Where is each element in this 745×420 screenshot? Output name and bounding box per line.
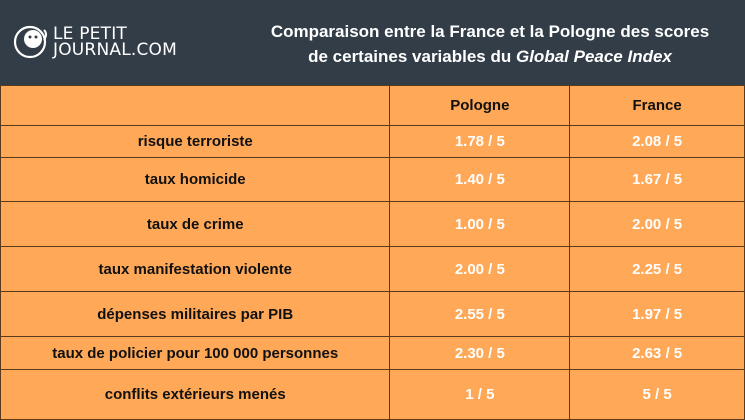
table-row: dépenses militaires par PIB 2.55 / 5 1.97 … bbox=[0, 291, 745, 337]
table-row: taux de crime 1.00 / 5 2.00 / 5 bbox=[0, 201, 745, 247]
row-label: risque terroriste bbox=[0, 125, 391, 158]
row-label: taux manifestation violente bbox=[0, 246, 391, 292]
header-cell-empty bbox=[0, 85, 391, 126]
pologne-value: 2.30 / 5 bbox=[389, 336, 571, 370]
france-value: 2.08 / 5 bbox=[569, 125, 745, 158]
france-value: 5 / 5 bbox=[569, 369, 745, 420]
page-title: Comparaison entre la France et la Pologn… bbox=[250, 19, 730, 69]
row-label: taux de policier pour 100 000 personnes bbox=[0, 336, 391, 370]
title-line2-italic: Global Peace Index bbox=[515, 47, 672, 66]
france-value: 1.97 / 5 bbox=[569, 291, 745, 337]
table-row: risque terroriste 1.78 / 5 2.08 / 5 bbox=[0, 125, 745, 158]
comparison-table: Pologne France risque terroriste 1.78 / 5… bbox=[0, 85, 745, 420]
table-row: taux de policier pour 100 000 personnes 2… bbox=[0, 336, 745, 370]
row-label: taux homicide bbox=[0, 157, 391, 202]
pologne-value: 2.55 / 5 bbox=[389, 291, 571, 337]
france-value: 2.63 / 5 bbox=[569, 336, 745, 370]
table-row: taux manifestation violente 2.00 / 5 2.25 … bbox=[0, 246, 745, 292]
france-value: 1.67 / 5 bbox=[569, 157, 745, 202]
pologne-value: 1.40 / 5 bbox=[389, 157, 571, 202]
header-banner: LE PETIT JOURNAL.COM Comparaison entre l… bbox=[0, 0, 745, 85]
logo-line1: LE PETIT bbox=[53, 24, 127, 44]
logo[interactable]: LE PETIT JOURNAL.COM bbox=[13, 24, 177, 60]
table-header-row: Pologne France bbox=[0, 85, 745, 126]
pologne-value: 1.78 / 5 bbox=[389, 125, 571, 158]
france-value: 2.00 / 5 bbox=[569, 201, 745, 247]
row-label: taux de crime bbox=[0, 201, 391, 247]
title-line2: de certaines variables du Global Peace I… bbox=[250, 44, 730, 69]
pologne-value: 2.00 / 5 bbox=[389, 246, 571, 292]
logo-line2: JOURNAL.COM bbox=[53, 40, 177, 60]
title-line2-prefix: de certaines variables du bbox=[308, 47, 516, 66]
row-label: dépenses militaires par PIB bbox=[0, 291, 391, 337]
header-cell-pologne: Pologne bbox=[389, 85, 571, 126]
header-cell-france: France bbox=[569, 85, 745, 126]
pologne-value: 1 / 5 bbox=[389, 369, 571, 420]
title-line1: Comparaison entre la France et la Pologn… bbox=[270, 22, 710, 41]
france-value: 2.25 / 5 bbox=[569, 246, 745, 292]
ghost-logo-icon bbox=[13, 25, 47, 59]
pologne-value: 1.00 / 5 bbox=[389, 201, 571, 247]
table-row: taux homicide 1.40 / 5 1.67 / 5 bbox=[0, 157, 745, 202]
row-label: conflits extérieurs menés bbox=[0, 369, 391, 420]
